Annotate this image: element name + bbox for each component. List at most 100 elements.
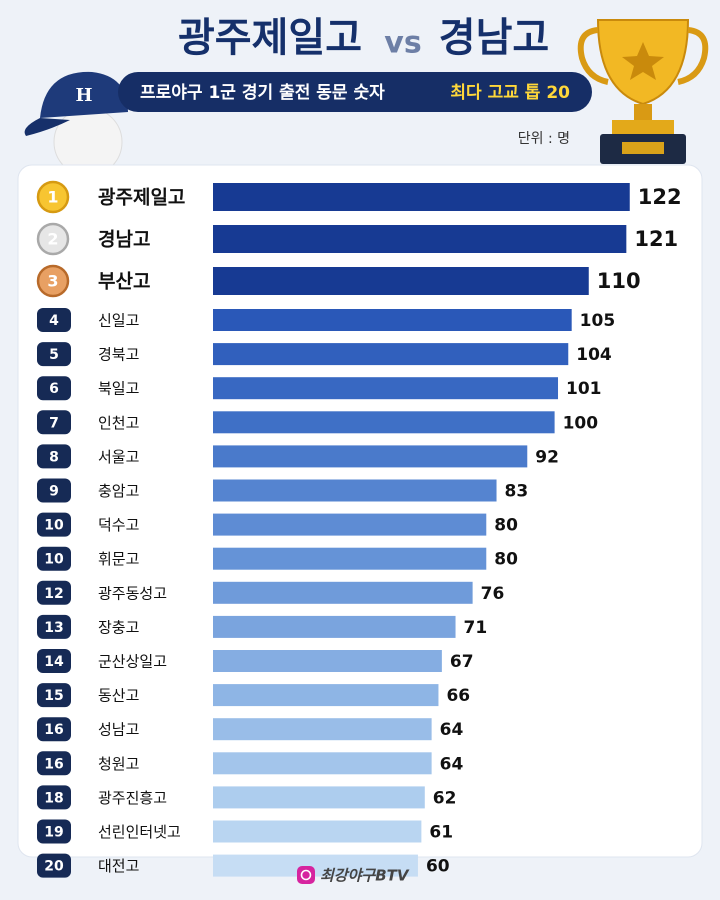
instagram-icon — [297, 866, 315, 884]
category-label: 서울고 — [98, 448, 139, 466]
trophy-decoration — [577, 19, 709, 164]
rank: 14 — [44, 654, 64, 670]
category-label: 군산상일고 — [98, 653, 167, 671]
rank: 7 — [49, 415, 59, 431]
category-label: 광주동성고 — [98, 584, 167, 602]
bar — [213, 650, 442, 672]
category-label: 광주진흥고 — [98, 789, 167, 807]
value-label: 104 — [576, 345, 612, 365]
bar — [213, 547, 487, 570]
rank: 8 — [49, 449, 59, 465]
rank-badge — [37, 614, 71, 639]
bar — [213, 752, 432, 775]
category-label: 선린인터넷고 — [98, 823, 181, 841]
bar — [213, 343, 569, 366]
value-label: 83 — [505, 482, 529, 502]
rank-badge — [37, 376, 71, 401]
category-label: 경북고 — [98, 346, 139, 364]
unit-label: 단위 : 명 — [518, 131, 570, 147]
category-label: 성남고 — [98, 721, 139, 739]
value-label: 105 — [580, 311, 616, 331]
value-label: 92 — [535, 447, 559, 467]
value-label: 101 — [566, 379, 602, 399]
rank: 10 — [44, 518, 64, 534]
title-vs: vs — [384, 26, 421, 61]
rank-badge — [37, 444, 71, 469]
rank: 12 — [44, 586, 63, 602]
rank-badge — [37, 580, 71, 605]
bar — [213, 377, 559, 400]
svg-text:H: H — [75, 85, 92, 106]
bar — [213, 225, 627, 253]
bar — [213, 820, 422, 843]
bar — [213, 615, 456, 638]
bar — [213, 854, 418, 877]
subtitle: 프로야구 1군 경기 출전 동문 숫자 — [140, 83, 385, 103]
category-label: 동산고 — [98, 687, 139, 705]
rank: 15 — [44, 688, 63, 704]
rank: 9 — [49, 484, 59, 500]
rank-badge — [37, 478, 71, 503]
subtitle-pill — [118, 72, 592, 112]
rank-badge — [37, 717, 71, 742]
rank-medal — [36, 222, 70, 256]
rank-badge — [37, 410, 71, 435]
value-label: 71 — [464, 618, 488, 638]
category-label: 장충고 — [98, 618, 139, 636]
title-left: 광주제일고 — [178, 15, 362, 61]
rank: 5 — [49, 347, 59, 363]
subtitle-highlight: 최다 고교 톱 20 — [450, 83, 570, 103]
bar — [213, 411, 555, 434]
rank-badge — [37, 649, 71, 673]
category-label: 충암고 — [98, 482, 139, 500]
rank-medal — [36, 264, 70, 298]
rank-badge — [37, 853, 71, 878]
rank: 16 — [44, 756, 63, 772]
bar — [213, 684, 439, 707]
value-label: 110 — [597, 269, 641, 293]
bar — [213, 786, 425, 809]
rank: 18 — [44, 790, 63, 806]
rank-badge — [37, 342, 71, 367]
rank: 16 — [44, 722, 63, 738]
category-label: 청원고 — [98, 755, 139, 773]
bar — [213, 445, 528, 468]
rank: 4 — [49, 313, 59, 329]
value-label: 80 — [494, 550, 518, 570]
rank-badge — [37, 683, 71, 708]
footer: 최강야구BTV — [320, 867, 410, 885]
bar — [213, 718, 432, 741]
rank: 1 — [47, 188, 58, 207]
bar — [213, 479, 497, 502]
bar — [213, 513, 487, 536]
category-label: 대전고 — [98, 857, 139, 875]
rank: 13 — [44, 620, 63, 636]
bar — [213, 309, 572, 331]
category-label: 광주제일고 — [98, 187, 185, 209]
bar — [213, 183, 630, 211]
rank: 10 — [44, 552, 64, 568]
rank-badge — [37, 785, 71, 810]
bar — [213, 267, 589, 295]
category-label: 신일고 — [98, 312, 139, 330]
value-label: 64 — [440, 754, 464, 774]
rank: 20 — [44, 859, 64, 875]
bar — [213, 581, 473, 604]
value-label: 80 — [494, 516, 518, 536]
value-label: 66 — [446, 686, 470, 706]
category-label: 북일고 — [98, 380, 139, 398]
rank: 19 — [44, 825, 63, 841]
rank: 2 — [47, 230, 58, 249]
category-label: 부산고 — [98, 271, 150, 293]
category-label: 덕수고 — [98, 516, 139, 534]
cap-decoration: H — [24, 71, 128, 177]
title-right: 경남고 — [439, 15, 549, 61]
rank-badge — [37, 512, 71, 537]
category-label: 휘문고 — [98, 550, 139, 568]
rank-badge — [37, 751, 71, 776]
rank: 3 — [47, 272, 58, 291]
value-label: 122 — [638, 185, 682, 209]
value-label: 67 — [450, 652, 474, 672]
